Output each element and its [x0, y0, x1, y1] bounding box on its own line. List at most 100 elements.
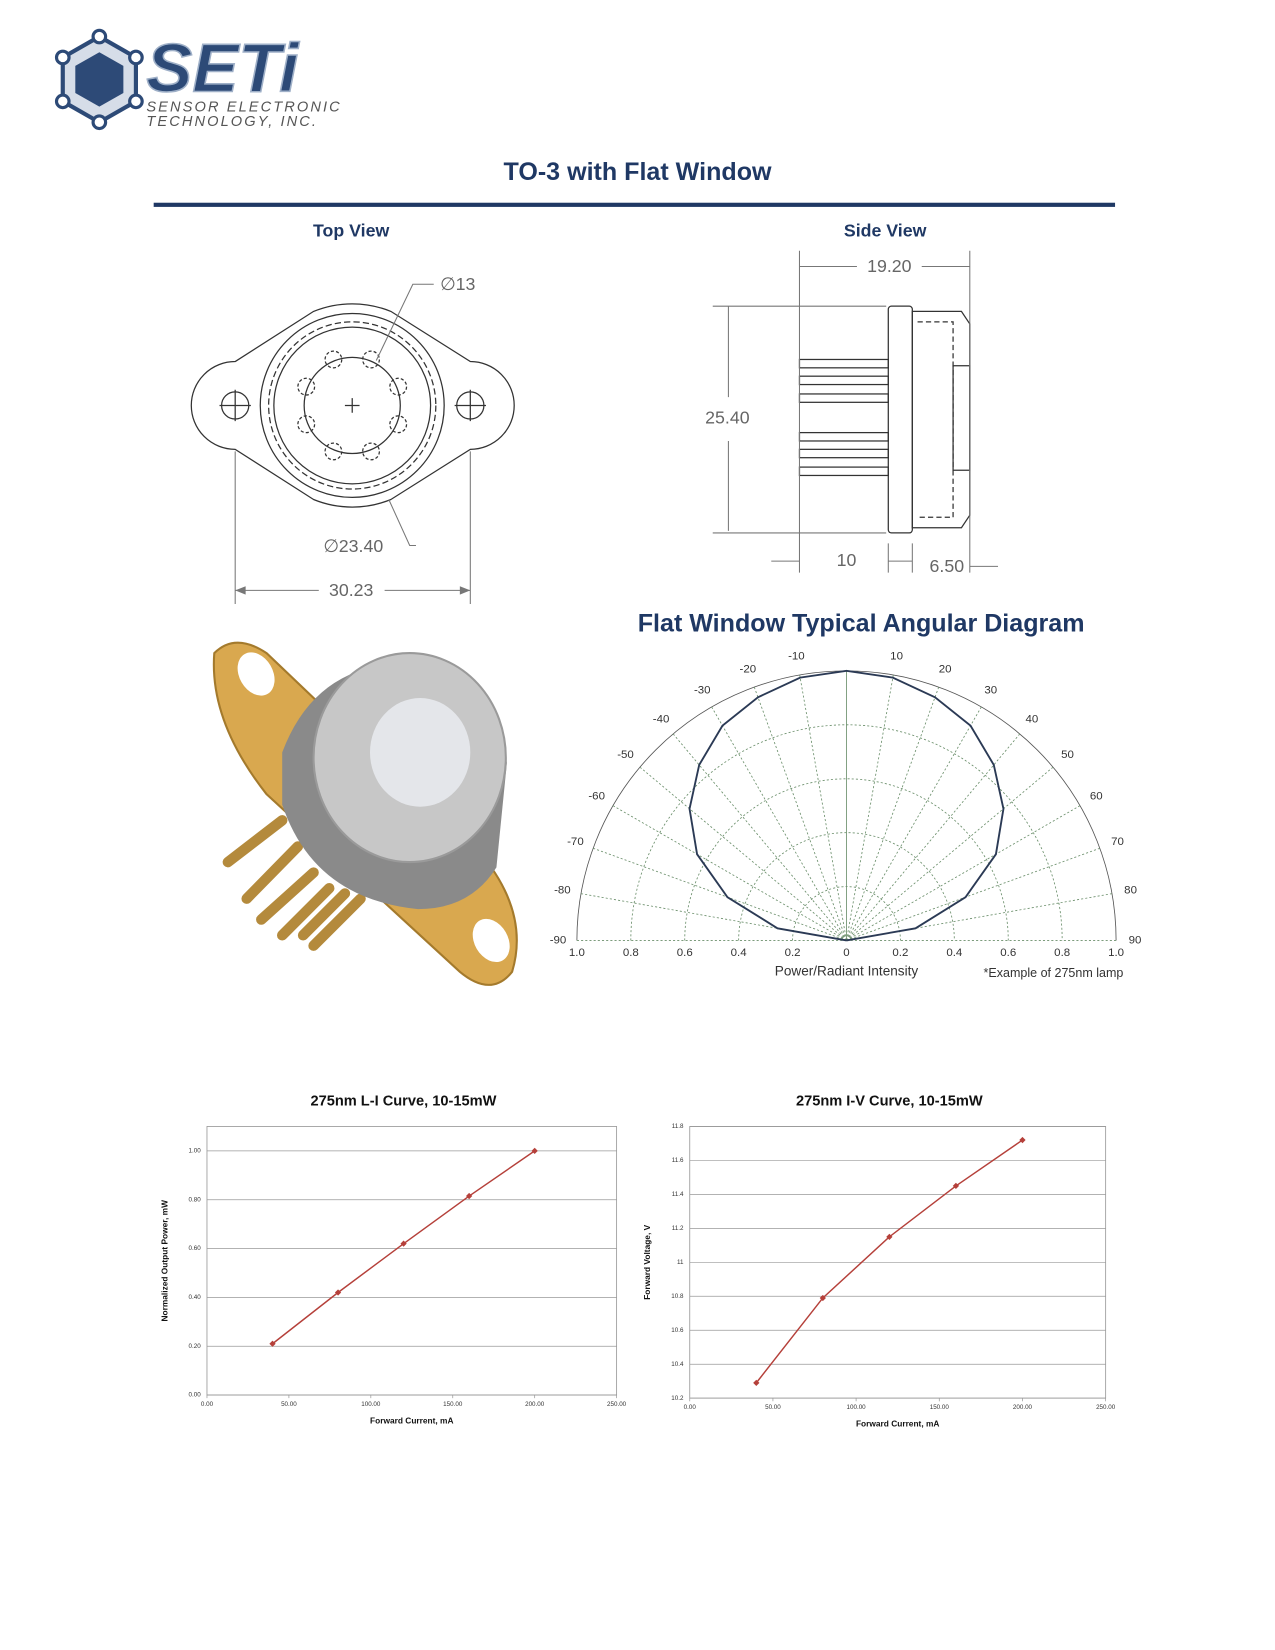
x-tick-label: 50.00: [765, 1404, 781, 1411]
angle-tick-label: 70: [1111, 836, 1124, 848]
x-tick-label: 200.00: [525, 1401, 545, 1408]
y-tick-label: 0.60: [189, 1245, 202, 1252]
grid-spoke: [846, 847, 1100, 941]
y-tick-label: 10.6: [671, 1327, 684, 1334]
r-tick-label: 0.4: [731, 947, 748, 959]
y-axis-label: Normalized Output Power, mW: [159, 1200, 169, 1322]
grid-spoke: [846, 766, 1054, 941]
grid-spoke: [846, 706, 982, 941]
angle-tick-label: -60: [588, 790, 605, 802]
x-axis-label: Forward Current, mA: [856, 1418, 939, 1428]
plot-area: [206, 1126, 618, 1396]
angle-tick-label: 40: [1026, 714, 1039, 726]
page-title: TO-3 with Flat Window: [503, 158, 772, 186]
angle-tick-label: 90: [1129, 934, 1142, 946]
data-point: [952, 1182, 960, 1190]
dimension: ∅23.40: [323, 536, 383, 556]
x-tick-label: 150.00: [930, 1404, 950, 1411]
y-tick-label: 11: [677, 1259, 684, 1266]
grid-spoke: [846, 805, 1081, 941]
angle-tick-label: -50: [617, 749, 634, 761]
x-tick-label: 0.00: [201, 1401, 214, 1408]
logo-line: Sensor Electronic: [146, 99, 341, 115]
x-tick-label: 0.00: [684, 1404, 697, 1411]
r-tick-label: 1.0: [1108, 947, 1124, 959]
grid-spoke: [846, 893, 1113, 941]
x-tick-label: 150.00: [443, 1401, 463, 1408]
y-tick-label: 10.2: [671, 1395, 684, 1402]
grid-spoke: [593, 847, 847, 941]
angle-tick-label: 30: [984, 685, 997, 697]
angle-tick-label: -70: [567, 836, 584, 848]
y-tick-label: 10.8: [671, 1293, 684, 1300]
y-axis-label: Forward Voltage, V: [642, 1224, 652, 1299]
angle-tick-label: 80: [1124, 884, 1137, 896]
intensity-curve: [688, 669, 1005, 942]
note: *Example of 275nm lamp: [984, 966, 1124, 980]
y-tick-label: 11.4: [672, 1191, 684, 1198]
data-point: [400, 1240, 407, 1247]
x-tick-label: 100.00: [847, 1404, 867, 1411]
data-line: [755, 1139, 1023, 1384]
dimension: 30.23: [329, 580, 374, 600]
diagram-title: Flat Window Typical Angular Diagram: [638, 610, 1085, 638]
x-axis-label: Forward Current, mA: [370, 1415, 453, 1425]
dimension: 10: [837, 550, 857, 570]
y-tick-label: 11.2: [672, 1225, 684, 1232]
angle-tick-label: -80: [554, 884, 571, 896]
r-tick-label: 0: [843, 947, 849, 959]
angle-tick-label: 10: [890, 650, 903, 662]
grid-ring: [630, 724, 1063, 941]
top-view-drawing: [190, 283, 515, 604]
r-tick-label: 0.6: [677, 947, 693, 959]
grid-spoke: [580, 893, 847, 941]
axis-label: Power/Radiant Intensity: [775, 963, 919, 978]
y-tick-label: 0.00: [189, 1392, 202, 1399]
grid-spoke: [639, 766, 847, 941]
side-view-drawing: [712, 250, 999, 573]
grid-spoke: [846, 686, 940, 941]
y-tick-label: 11.6: [672, 1157, 684, 1164]
y-tick-label: 0.40: [189, 1294, 202, 1301]
dimension: ∅13: [440, 274, 475, 294]
grid-spoke: [846, 733, 1021, 941]
grid-ring: [792, 886, 901, 941]
angle-tick-label: -40: [653, 714, 670, 726]
title-rule: [153, 202, 1116, 207]
line-chart: 0.00 0.20 0.40 0.60 0.80 1.00 0.00 50.00 100.00 1…: [159, 1093, 626, 1425]
r-tick-label: 0.8: [1054, 947, 1070, 959]
grid-spoke: [612, 805, 847, 941]
data-point: [819, 1294, 826, 1302]
r-tick-label: 0.2: [892, 947, 908, 959]
x-tick-label: 100.00: [361, 1401, 381, 1408]
x-tick-label: 50.00: [281, 1401, 297, 1408]
dimension: 6.50: [930, 556, 965, 576]
y-tick-label: 0.80: [189, 1196, 202, 1203]
y-tick-label: 0.20: [189, 1343, 202, 1350]
angle-tick-label: 60: [1090, 790, 1103, 802]
grid-ring: [738, 832, 955, 941]
angle-tick-label: 20: [939, 663, 952, 675]
dimension: 25.40: [705, 408, 750, 428]
view-title: Side View: [844, 221, 927, 241]
r-tick-label: 1.0: [569, 947, 585, 959]
r-tick-label: 0.8: [623, 947, 639, 959]
r-tick-label: 0.2: [785, 947, 801, 959]
grid-spoke: [711, 706, 847, 941]
y-tick-label: 11.8: [672, 1123, 684, 1130]
logo-name: SETi: [146, 29, 300, 106]
angle-tick-label: -20: [740, 663, 757, 675]
angle-tick-label: -90: [550, 934, 567, 946]
y-tick-label: 1.00: [189, 1148, 202, 1155]
x-tick-label: 200.00: [1013, 1404, 1033, 1411]
device-render: [212, 641, 518, 986]
chart-title: 275nm L-I Curve, 10-15mW: [310, 1093, 496, 1109]
logo: SETi Sensor Electronic Technology, Inc.: [54, 29, 341, 130]
angle-tick-label: -30: [694, 685, 711, 697]
r-tick-label: 0.4: [946, 947, 963, 959]
grid-spoke: [672, 733, 847, 941]
polar-chart: 1.0 1.0 0.8 0.8 0.6 0.6 0.4 0.4 0.2 0.2 0 -90 -80 -70…: [550, 650, 1142, 959]
grid-spoke: [753, 686, 847, 941]
y-tick-label: 10.4: [671, 1361, 684, 1368]
